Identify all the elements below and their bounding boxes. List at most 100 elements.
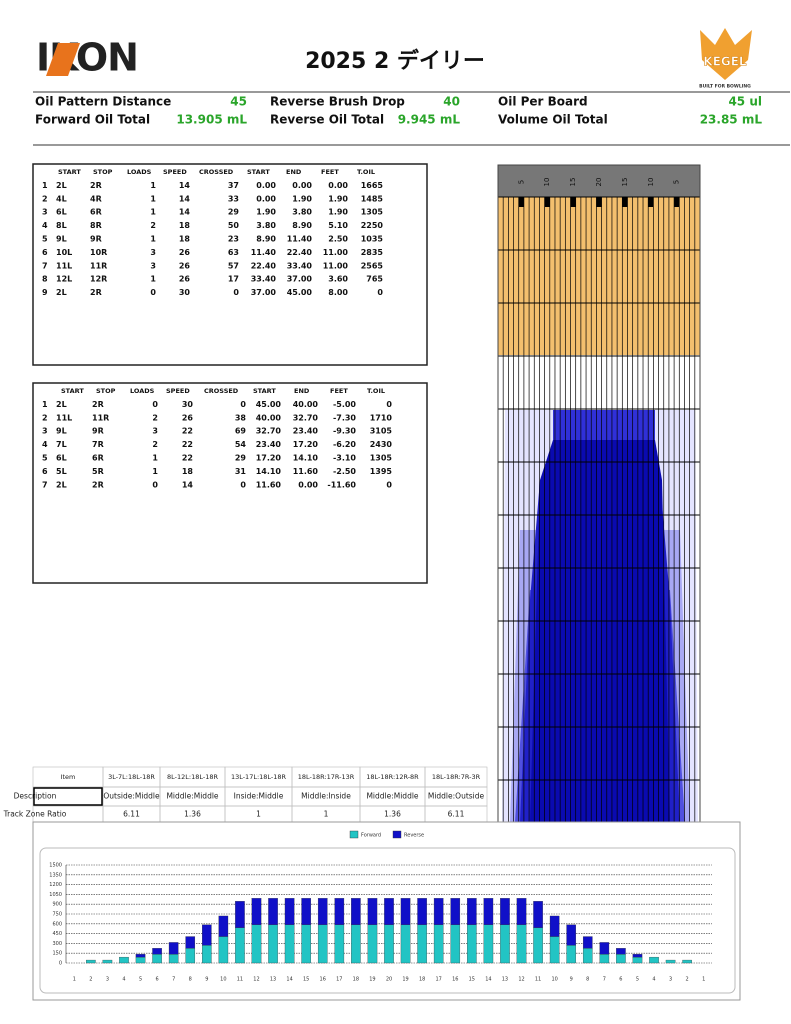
bar-segment xyxy=(235,901,245,928)
bar-segment xyxy=(433,924,444,964)
table-cell: 30 xyxy=(179,288,191,297)
bar-segment xyxy=(351,898,361,925)
lane-header xyxy=(498,165,700,197)
lane-graphic: 5 10 15 20 15 10 5 xyxy=(497,164,701,823)
table-cell: 33.40 xyxy=(287,261,313,270)
zone-text: Middle:Inside xyxy=(301,792,351,801)
bar-segment xyxy=(500,898,510,925)
table-cell: 33 xyxy=(228,194,239,203)
column-header: END xyxy=(294,387,310,395)
table-cell: 2835 xyxy=(361,248,384,257)
zone-text: 3L-7L:18L-18R xyxy=(108,773,155,781)
bar-segment xyxy=(632,954,643,958)
bar-segment xyxy=(152,954,162,964)
x-tick-label: 19 xyxy=(369,977,375,983)
bar-segment xyxy=(251,924,262,964)
bar-segment xyxy=(218,915,229,937)
table-cell: 11R xyxy=(92,413,109,422)
oil-zone xyxy=(553,410,655,440)
bar-segment xyxy=(202,945,212,964)
lane-label: 5 xyxy=(673,180,681,184)
bar-segment xyxy=(334,898,345,925)
zone-table: Item 3L-7L:18L-18R 8L-12L:18L-18R 13L-17L:1… xyxy=(3,766,488,824)
zone-text: 1 xyxy=(256,810,261,819)
zone-focus xyxy=(33,787,103,806)
table-cell: 11.40 xyxy=(251,248,277,257)
oil-zone xyxy=(530,440,670,822)
table-cell: 29 xyxy=(228,208,240,217)
table-cell: 3 xyxy=(152,427,158,436)
table-cell: -5.00 xyxy=(333,400,356,409)
table-cell: 1 xyxy=(152,467,158,476)
lane-front xyxy=(498,197,700,355)
bar-segment xyxy=(86,959,96,964)
table-cell: 30 xyxy=(182,400,194,409)
table-cell: 3 xyxy=(150,261,156,270)
column-header: T.OIL xyxy=(357,168,375,176)
table-cell: 22.40 xyxy=(251,261,277,270)
arrow-mark xyxy=(622,197,628,207)
bar-segment xyxy=(533,927,543,964)
table-cell: 2 xyxy=(42,194,48,203)
forward-box xyxy=(32,163,428,366)
bar-segment xyxy=(367,898,378,925)
table-cell: 10L xyxy=(56,248,72,257)
chart: Forward Reverse01503004506007509001050120… xyxy=(32,821,741,1001)
zone-text: 13L-17L:18L-18R xyxy=(231,773,287,781)
table-cell: 11.60 xyxy=(293,467,319,476)
table-cell: 26 xyxy=(179,275,191,284)
x-tick-label: 5 xyxy=(139,977,142,983)
x-tick-label: 12 xyxy=(253,977,259,983)
bar-segment xyxy=(599,942,610,955)
table-cell: 1035 xyxy=(361,235,384,244)
logo-accent xyxy=(46,43,80,76)
table-cell: 4R xyxy=(90,194,102,203)
table-cell: 1 xyxy=(150,194,156,203)
table-cell: 37.00 xyxy=(287,275,313,284)
bar-segment xyxy=(450,924,461,964)
table-cell: 1 xyxy=(152,454,158,463)
bar-segment xyxy=(268,898,278,925)
zone-text: Track Zone Ratio xyxy=(3,810,67,819)
table-cell: 9R xyxy=(90,235,102,244)
bar-segment xyxy=(135,956,146,964)
table-cell: 1485 xyxy=(361,194,384,203)
x-tick-label: 16 xyxy=(320,977,326,983)
bar-segment xyxy=(384,898,394,925)
table-cell: 2L xyxy=(56,288,67,297)
table-cell: 1 xyxy=(150,275,156,284)
table-cell: 0 xyxy=(150,288,156,297)
x-tick-label: 11 xyxy=(237,977,243,983)
table-cell: 7 xyxy=(42,261,48,270)
arrow-mark xyxy=(674,197,680,207)
x-tick-label: 6 xyxy=(156,977,159,983)
table-cell: 22 xyxy=(182,427,193,436)
table-cell: 1.90 xyxy=(328,208,348,217)
table-cell: 0 xyxy=(240,400,246,409)
table-cell: 12L xyxy=(56,275,72,284)
x-tick-label: 15 xyxy=(469,977,475,983)
table-cell: 45.00 xyxy=(287,288,313,297)
title: 2025 2 デイリー xyxy=(305,48,485,74)
table-cell: 2R xyxy=(92,480,104,489)
bar-segment xyxy=(235,927,245,964)
table-cell: 10R xyxy=(90,248,107,257)
table-cell: 0 xyxy=(152,480,158,489)
x-tick-label: 17 xyxy=(336,977,342,983)
lane-label: 15 xyxy=(569,178,577,187)
table-cell: 765 xyxy=(366,275,383,284)
summary-value: 45 xyxy=(230,95,247,109)
zone-text: Middle:Middle xyxy=(366,792,418,801)
table-cell: 6 xyxy=(42,467,48,476)
arrow-mark xyxy=(570,197,576,207)
bar-segment xyxy=(284,924,295,964)
x-tick-label: 12 xyxy=(518,977,524,983)
table-cell: 0.00 xyxy=(256,181,276,190)
bar-segment xyxy=(632,956,643,964)
x-tick-label: 1 xyxy=(73,977,76,983)
table-cell: 8L xyxy=(56,221,67,230)
legend-label: Reverse xyxy=(404,833,424,839)
summary-label: Volume Oil Total xyxy=(498,113,608,127)
table-cell: 1305 xyxy=(361,208,384,217)
